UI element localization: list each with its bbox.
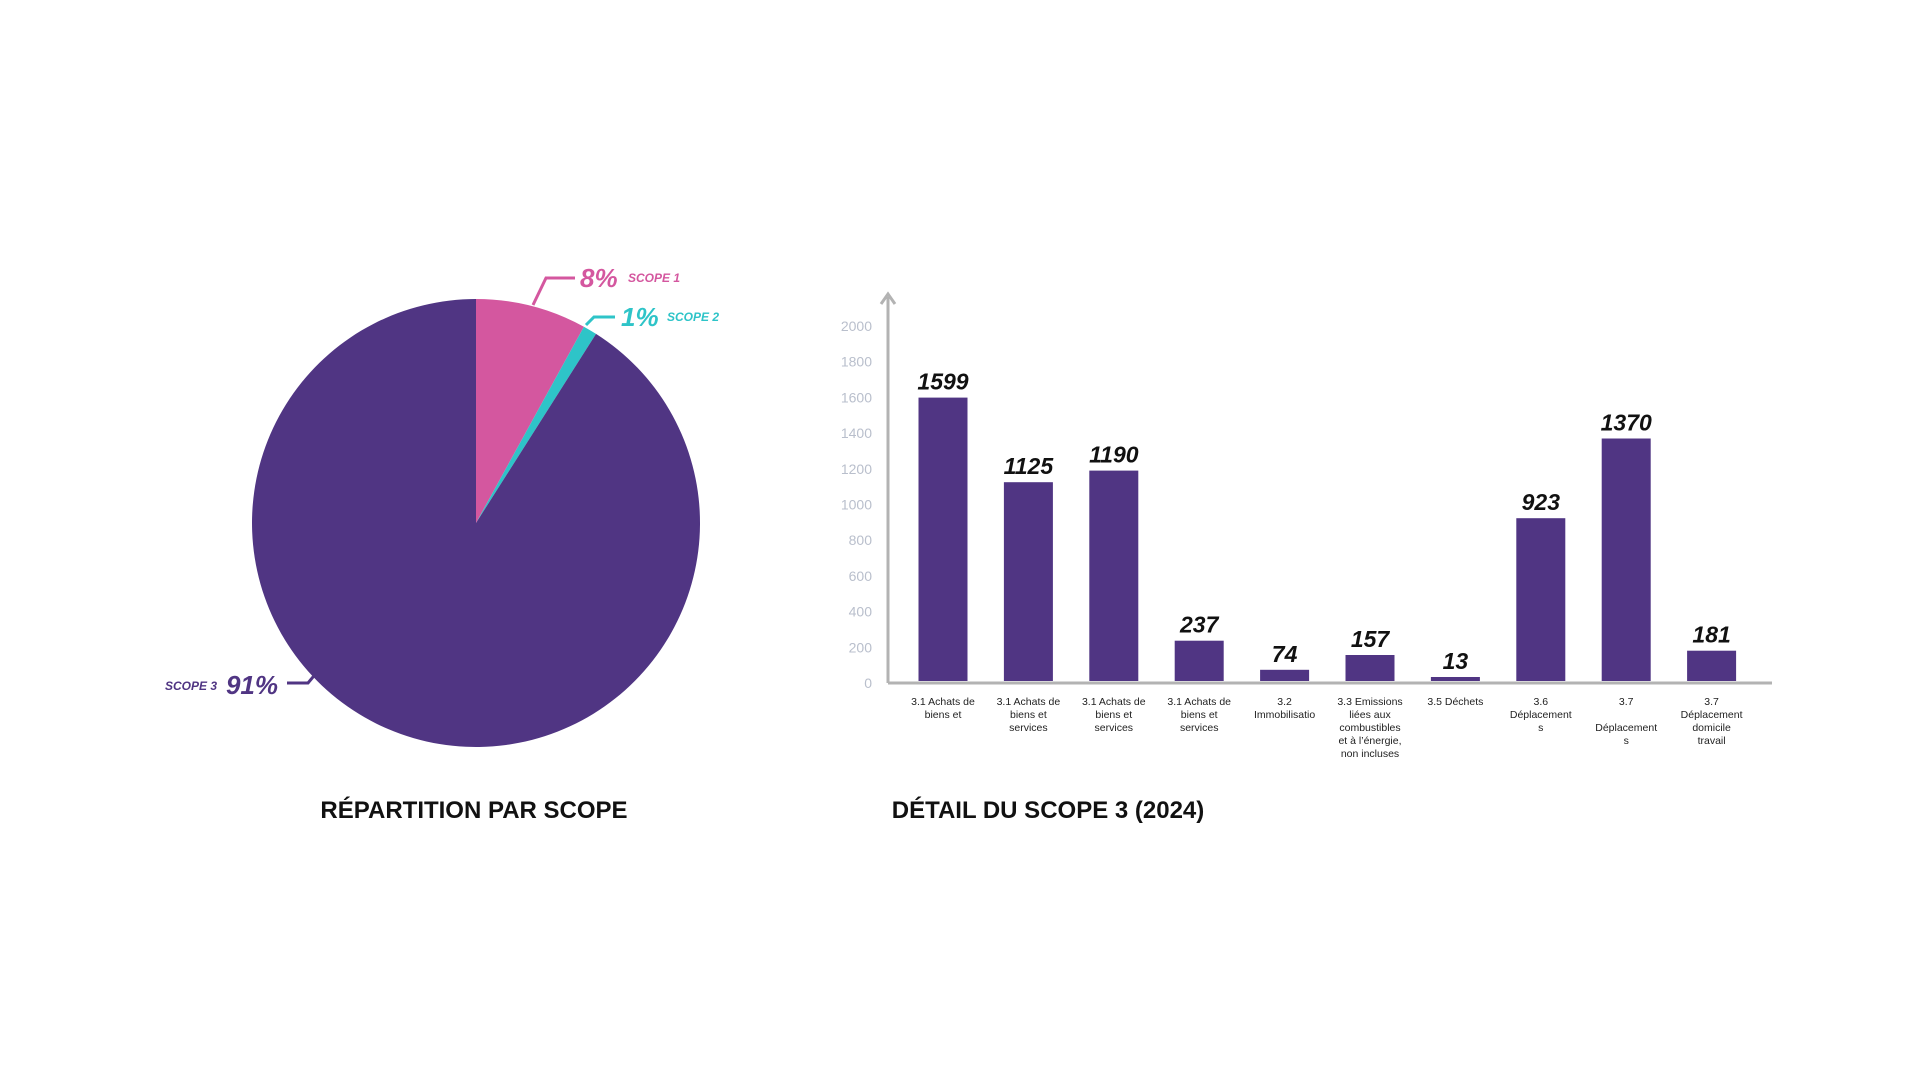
category-label-line: 3.1 Achats de [1167, 696, 1231, 708]
category-label-line: 3.5 Déchets [1427, 696, 1483, 708]
category-label-line: et à l’énergie, [1338, 735, 1401, 747]
bar [1003, 482, 1053, 681]
scope1-name-label: SCOPE 1 [628, 271, 680, 285]
category-label-line: Déplacement [1510, 709, 1572, 721]
y-tick-label: 2000 [841, 318, 872, 334]
y-tick-label: 400 [849, 604, 873, 620]
bar-value-label: 13 [1443, 648, 1469, 674]
pie-chart-title: RÉPARTITION PAR SCOPE [320, 796, 627, 824]
scope3-callout: SCOPE 3 91% [165, 670, 320, 700]
category-label: 3.6 Déplacement s [1510, 696, 1572, 734]
bar-value-label: 1125 [1004, 453, 1055, 479]
category-label-line: biens et [1181, 709, 1218, 721]
category-label: 3.7 Déplacement domicile travail [1681, 696, 1743, 747]
category-label-line: services [1009, 722, 1048, 734]
category-label: 3.7 Déplacement s [1595, 696, 1657, 747]
scope1-percent-label: 8% [580, 263, 618, 293]
category-label-line: s [1538, 722, 1543, 734]
bar-chart-title: DÉTAIL DU SCOPE 3 (2024) [892, 796, 1205, 824]
bar [918, 397, 968, 681]
bar-chart: 0 200 400 600 800 1000 1200 1400 1600 1800 2000 15… [841, 291, 1772, 824]
category-label-line: 3.6 [1533, 696, 1548, 708]
category-label-line: biens et [1010, 709, 1047, 721]
category-label: 3.3 Emissions liées aux combustibles et à l… [1337, 696, 1402, 760]
bar-value-label: 157 [1351, 626, 1391, 652]
category-label-line: biens et [925, 709, 962, 721]
y-tick-label: 1400 [841, 425, 872, 441]
bar-value-label: 1190 [1089, 442, 1139, 468]
bar [1174, 640, 1224, 681]
bar [1260, 669, 1310, 681]
category-label-line: 3.7 [1619, 696, 1634, 708]
category-label-line: Déplacement [1595, 722, 1657, 734]
pie-chart: 8% SCOPE 1 1% SCOPE 2 SCOPE 3 91% RÉPART… [165, 263, 719, 824]
category-label-line: liées aux [1349, 709, 1391, 721]
category-label-line: 3.7 [1704, 696, 1719, 708]
bar-value-label: 181 [1692, 622, 1730, 648]
y-tick-labels: 0 200 400 600 800 1000 1200 1400 1600 1800 2000 [841, 318, 872, 691]
y-tick-label: 1200 [841, 461, 872, 477]
category-labels: 3.1 Achats de biens et3.1 Achats de biens … [911, 696, 1742, 760]
category-label-line: 3.3 Emissions [1337, 696, 1402, 708]
bar-value-label: 237 [1179, 612, 1220, 638]
pie-slices [252, 299, 701, 747]
category-label-line: 3.1 Achats de [997, 696, 1061, 708]
pie-slice-scope-3 [252, 299, 701, 747]
category-label: 3.1 Achats de biens et [911, 696, 975, 721]
pie-slice-scope-1 [476, 299, 584, 523]
category-label-line: Déplacement [1681, 709, 1743, 721]
scope2-leader-line [584, 315, 615, 327]
bar-value-labels: 1599 1125 1190 237 74 157 13 923 1370 181 [917, 369, 1730, 674]
scope2-callout: 1% SCOPE 2 [584, 302, 719, 332]
y-tick-label: 1000 [841, 497, 872, 513]
bar [1430, 677, 1480, 681]
scope1-callout: 8% SCOPE 1 [531, 263, 680, 306]
category-label-line: services [1095, 722, 1134, 734]
category-label-line: combustibles [1339, 722, 1400, 734]
category-label: 3.1 Achats de biens et services [997, 696, 1061, 734]
y-axis-arrow-icon [879, 291, 897, 305]
category-label-line: s [1624, 735, 1629, 747]
bar-value-label: 1370 [1601, 410, 1652, 436]
bar [1601, 438, 1651, 681]
scope3-percent-label: 91% [226, 670, 278, 700]
scope2-percent-label: 1% [621, 302, 659, 332]
category-label-line: Immobilisatio [1254, 709, 1315, 721]
y-tick-label: 1800 [841, 354, 872, 370]
scope3-leader-line [287, 670, 320, 685]
scope3-name-label: SCOPE 3 [165, 679, 217, 693]
bar [1516, 518, 1566, 681]
category-label-line: 3.1 Achats de [1082, 696, 1146, 708]
category-label: 3.2 Immobilisatio [1254, 696, 1315, 721]
category-label-line: biens et [1095, 709, 1132, 721]
bar [1345, 655, 1395, 681]
scope1-leader-line [531, 276, 575, 306]
bar-value-label: 1599 [917, 369, 968, 395]
bar-value-label: 74 [1272, 641, 1298, 667]
y-tick-label: 1600 [841, 389, 872, 405]
category-label-line [1625, 709, 1628, 721]
bar-value-label: 923 [1522, 489, 1561, 515]
category-label: 3.1 Achats de biens et services [1082, 696, 1146, 734]
category-label-line: domicile [1692, 722, 1731, 734]
y-tick-label: 200 [849, 639, 873, 655]
pie-slice-scope-2 [476, 326, 597, 523]
y-tick-label: 600 [849, 568, 873, 584]
category-label-line: services [1180, 722, 1219, 734]
bars [918, 397, 1737, 681]
scope2-name-label: SCOPE 2 [667, 310, 719, 324]
y-tick-label: 0 [864, 675, 872, 691]
bar [1687, 650, 1737, 681]
category-label-line: travail [1698, 735, 1726, 747]
category-label-line: non incluses [1341, 748, 1399, 760]
bar [1089, 470, 1139, 681]
category-label: 3.5 Déchets [1427, 696, 1483, 708]
category-label-line: 3.1 Achats de [911, 696, 975, 708]
y-axis [879, 291, 897, 683]
y-tick-label: 800 [849, 532, 873, 548]
category-label-line: 3.2 [1277, 696, 1292, 708]
category-label: 3.1 Achats de biens et services [1167, 696, 1231, 734]
